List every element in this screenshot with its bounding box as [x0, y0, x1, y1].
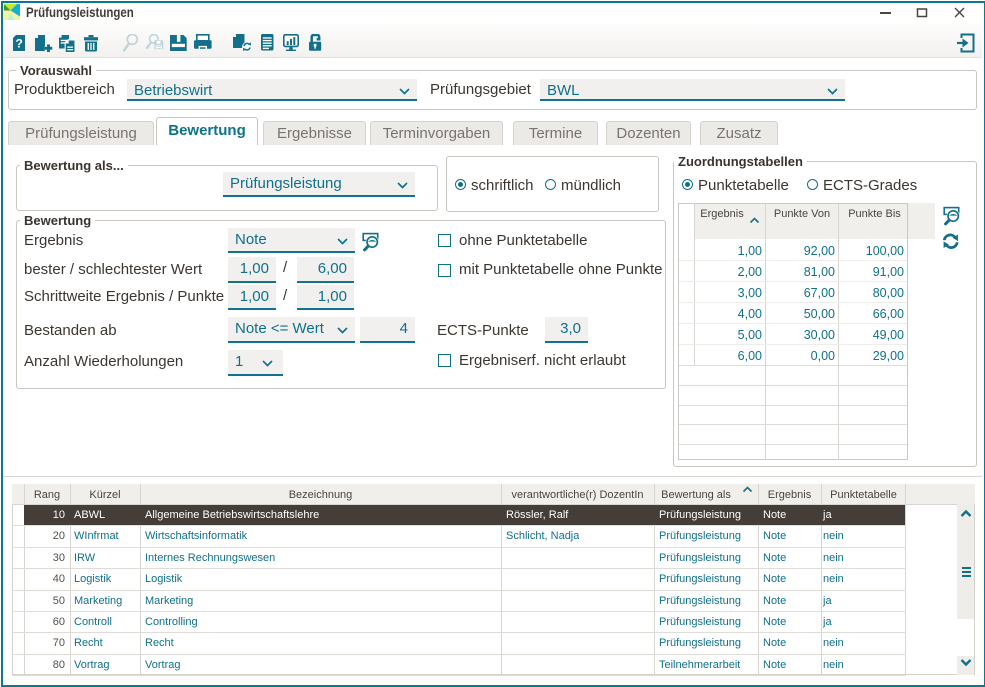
svg-text:?: ? — [16, 37, 23, 51]
